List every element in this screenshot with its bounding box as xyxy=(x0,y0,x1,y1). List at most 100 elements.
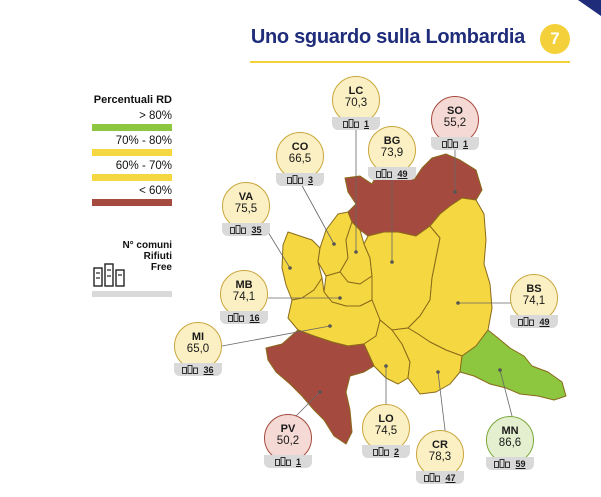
province-value: 78,3 xyxy=(428,451,452,463)
province-mn xyxy=(459,329,567,401)
legend-label: 60% - 70% xyxy=(115,160,172,172)
leader-dot xyxy=(354,250,358,254)
corner-arrow-icon xyxy=(578,0,601,16)
leader-line-cr xyxy=(437,371,447,439)
comuni-strip: 59 xyxy=(486,457,534,470)
province-value: 55,2 xyxy=(443,117,467,129)
page-title: Uno sguardo sulla Lombardia xyxy=(250,26,525,48)
leader-line-mi xyxy=(221,325,331,347)
province-value: 70,3 xyxy=(344,97,368,109)
legend-item: < 60% xyxy=(92,185,172,206)
leader-dot xyxy=(338,296,342,300)
rifiuti-free-line: Free xyxy=(150,262,172,273)
comuni-strip: 1 xyxy=(332,117,380,130)
province-callout-mn: MN 86,6 59 xyxy=(486,416,534,472)
leader-line-co xyxy=(299,181,335,245)
recycle-bins-icon xyxy=(93,263,125,287)
province-value: 74,5 xyxy=(374,425,398,437)
province-callout-va: VA 75,5 35 xyxy=(222,182,270,238)
recycle-bins-icon xyxy=(287,171,303,189)
province-callout-bs: BS 74,1 49 xyxy=(510,274,558,330)
province-value: 65,0 xyxy=(186,343,210,355)
leader-dot xyxy=(436,370,440,374)
province-callout-pv: PV 50,2 1 xyxy=(264,414,312,470)
comuni-strip: 1 xyxy=(264,455,312,468)
rifiuti-free-legend: N° comuni Rifiuti Free xyxy=(92,240,172,300)
province-code: BS xyxy=(526,283,542,295)
rifiuti-free-label: N° comuni Rifiuti Free xyxy=(122,240,172,273)
province-code: MI xyxy=(191,331,205,343)
callout-bubble: MI 65,0 xyxy=(174,322,222,370)
legend-label: < 60% xyxy=(139,185,172,197)
comuni-strip: 3 xyxy=(276,173,324,186)
province-value: 74,1 xyxy=(522,295,546,307)
province-callout-cr: CR 78,3 47 xyxy=(416,430,464,486)
legend-item: 70% - 80% xyxy=(92,135,172,156)
province-cr xyxy=(391,327,463,395)
comuni-count: 1 xyxy=(363,118,369,129)
rifiuti-free-legend-bar xyxy=(92,291,172,297)
legend: Percentuali RD > 80% 70% - 80% 60% - 70%… xyxy=(92,94,172,206)
comuni-strip: 36 xyxy=(174,363,222,376)
province-pv xyxy=(265,329,375,445)
province-callout-bg: BG 73,9 49 xyxy=(368,126,416,182)
legend-item: 60% - 70% xyxy=(92,160,172,181)
province-code: LO xyxy=(378,413,394,425)
comuni-strip: 49 xyxy=(510,315,558,328)
callout-bubble: MB 74,1 xyxy=(220,270,268,318)
comuni-count: 16 xyxy=(249,312,260,323)
comuni-count: 36 xyxy=(203,364,214,375)
recycle-bins-icon xyxy=(518,313,535,331)
province-value: 74,1 xyxy=(232,291,256,303)
comuni-count: 2 xyxy=(393,446,399,457)
header-divider xyxy=(250,61,570,63)
recycle-bins-icon xyxy=(376,165,393,183)
province-code: MB xyxy=(235,279,253,291)
legend-label: 70% - 80% xyxy=(115,135,172,147)
comuni-count: 59 xyxy=(515,458,526,469)
province-value: 75,5 xyxy=(234,203,258,215)
callout-bubble: PV 50,2 xyxy=(264,414,312,462)
comuni-strip: 35 xyxy=(222,223,270,236)
province-callout-lc: LC 70,3 1 xyxy=(332,76,380,132)
province-callout-lo: LO 74,5 2 xyxy=(362,404,410,460)
comuni-count: 1 xyxy=(462,138,468,149)
comuni-count: 35 xyxy=(251,224,262,235)
comuni-strip: 2 xyxy=(362,445,410,458)
province-code: CO xyxy=(291,141,309,153)
leader-dot xyxy=(498,368,502,372)
recycle-bins-icon xyxy=(494,455,511,473)
legend-swatch-yellow xyxy=(92,149,172,156)
callout-bubble: LC 70,3 xyxy=(332,76,380,124)
callout-bubble: MN 86,6 xyxy=(486,416,534,464)
province-value: 50,2 xyxy=(276,435,300,447)
province-code: VA xyxy=(238,191,254,203)
rifiuti-free-line: Rifiuti xyxy=(143,251,172,262)
callout-bubble: LO 74,5 xyxy=(362,404,410,452)
leader-dot xyxy=(288,266,292,270)
leader-dot xyxy=(456,301,460,305)
leader-line-va xyxy=(267,231,291,269)
comuni-strip: 16 xyxy=(220,311,268,324)
recycle-bins-icon xyxy=(230,221,247,239)
comuni-count: 49 xyxy=(539,316,550,327)
leader-dot xyxy=(390,260,394,264)
comuni-strip: 1 xyxy=(431,137,479,150)
legend-swatch-green xyxy=(92,124,172,131)
leader-dot xyxy=(453,190,457,194)
province-code: SO xyxy=(447,105,463,117)
leader-dot xyxy=(328,324,332,328)
province-callout-so: SO 55,2 1 xyxy=(431,96,479,152)
legend-swatch-red xyxy=(92,199,172,206)
legend-swatch-yellow xyxy=(92,174,172,181)
callout-bubble: CO 66,5 xyxy=(276,132,324,180)
recycle-bins-icon xyxy=(442,135,458,153)
legend-item: > 80% xyxy=(92,110,172,131)
comuni-count: 3 xyxy=(307,174,313,185)
leader-dot xyxy=(384,364,388,368)
leader-dot xyxy=(318,390,322,394)
recycle-bins-icon xyxy=(424,469,441,487)
comuni-count: 49 xyxy=(397,168,408,179)
callout-bubble: CR 78,3 xyxy=(416,430,464,478)
